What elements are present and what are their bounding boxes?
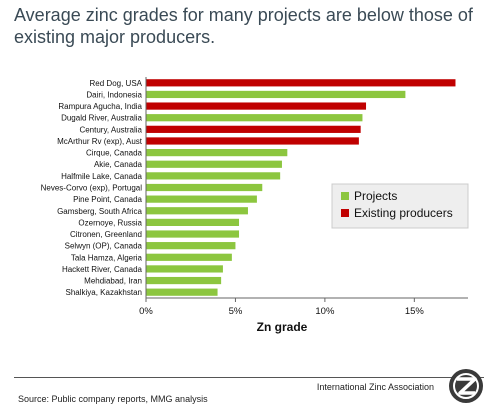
bar-neves-corvo-exp-portugal xyxy=(146,183,263,192)
category-label-citronen-greenland: Citronen, Greenland xyxy=(70,230,142,239)
bar-mcarthur-rv-exp-aust xyxy=(146,137,359,145)
category-label-tala-hamza-algeria: Tala Hamza, Algeria xyxy=(71,253,143,262)
category-label-rampura-agucha-india: Rampura Agucha, India xyxy=(58,102,142,111)
legend-box xyxy=(331,183,469,229)
category-labels-layer: Red Dog, USA Dairi, Indonesia Rampura Aguc… xyxy=(41,79,143,297)
bar-halfmile-lake-canada xyxy=(146,172,281,180)
category-label-cirque-canada: Cirque, Canada xyxy=(86,149,143,158)
category-label-selwyn-op-canada: Selwyn (OP), Canada xyxy=(65,242,143,251)
legend-label-projects: Projects xyxy=(354,189,397,203)
x-axis-title: Zn grade xyxy=(257,320,308,334)
category-label-shalkiya-kazakhstan: Shalkiya, Kazakhstan xyxy=(66,288,143,297)
bar-selwyn-op-canada xyxy=(146,242,236,250)
category-label-mehdiabad-iran: Mehdiabad, Iran xyxy=(84,277,142,286)
legend: Projects Existing producers xyxy=(331,183,469,229)
bar-mehdiabad-iran xyxy=(146,276,222,285)
bar-cirque-canada xyxy=(146,148,288,157)
bar-akie-canada xyxy=(146,160,282,168)
category-label-halfmile-lake-canada: Halfmile Lake, Canada xyxy=(61,172,142,181)
bar-hackett-river-canada xyxy=(146,265,223,273)
category-label-neves-corvo-exp-portugal: Neves-Corvo (exp), Portugal xyxy=(41,184,143,193)
legend-swatch-projects xyxy=(341,192,349,200)
zinc-grade-bar-chart: Red Dog, USA Dairi, Indonesia Rampura Aguc… xyxy=(41,77,469,334)
page-title: Average zinc grades for many projects ar… xyxy=(14,5,473,47)
organization-label: International Zinc Association xyxy=(316,382,434,392)
category-label-red-dog-usa: Red Dog, USA xyxy=(90,79,143,88)
x-tick-label: 15% xyxy=(405,306,425,317)
bar-century-australia xyxy=(146,125,361,133)
category-label-ozernoye-russia: Ozernoye, Russia xyxy=(78,218,142,227)
category-label-akie-canada: Akie, Canada xyxy=(94,160,143,169)
category-label-dairi-indonesia: Dairi, Indonesia xyxy=(86,90,142,99)
category-label-pine-point-canada: Pine Point, Canada xyxy=(73,195,142,204)
iza-logo-icon xyxy=(449,369,483,403)
bar-ozernoye-russia xyxy=(146,218,240,227)
bar-red-dog-usa xyxy=(146,79,456,87)
x-tick-label: 10% xyxy=(315,306,335,317)
legend-swatch-existing-producers xyxy=(341,209,349,217)
x-tick-label: 0% xyxy=(139,306,153,317)
bars-layer xyxy=(146,79,456,296)
footer-divider xyxy=(14,377,484,378)
bar-dairi-indonesia xyxy=(146,90,406,99)
category-label-dugald-river-australia: Dugald River, Australia xyxy=(61,114,142,123)
source-note: Source: Public company reports, MMG anal… xyxy=(18,394,208,404)
category-label-gamsberg-south-africa: Gamsberg, South Africa xyxy=(57,207,142,216)
category-label-century-australia: Century, Australia xyxy=(79,125,142,134)
bar-pine-point-canada xyxy=(146,195,257,203)
legend-label-existing-producers: Existing producers xyxy=(354,206,453,220)
x-ticks-layer: 0% 5% 10% 15% xyxy=(139,298,424,317)
category-label-hackett-river-canada: Hackett River, Canada xyxy=(62,265,143,274)
bar-dugald-river-australia xyxy=(146,114,363,122)
bar-tala-hamza-algeria xyxy=(146,253,232,261)
bar-gamsberg-south-africa xyxy=(146,207,248,215)
x-tick-label: 5% xyxy=(229,306,243,317)
bar-citronen-greenland xyxy=(146,230,240,238)
bar-shalkiya-kazakhstan xyxy=(146,288,218,296)
bar-rampura-agucha-india xyxy=(146,102,367,110)
category-label-mcarthur-rv-exp-aust: McArthur Rv (exp), Aust xyxy=(57,137,143,146)
